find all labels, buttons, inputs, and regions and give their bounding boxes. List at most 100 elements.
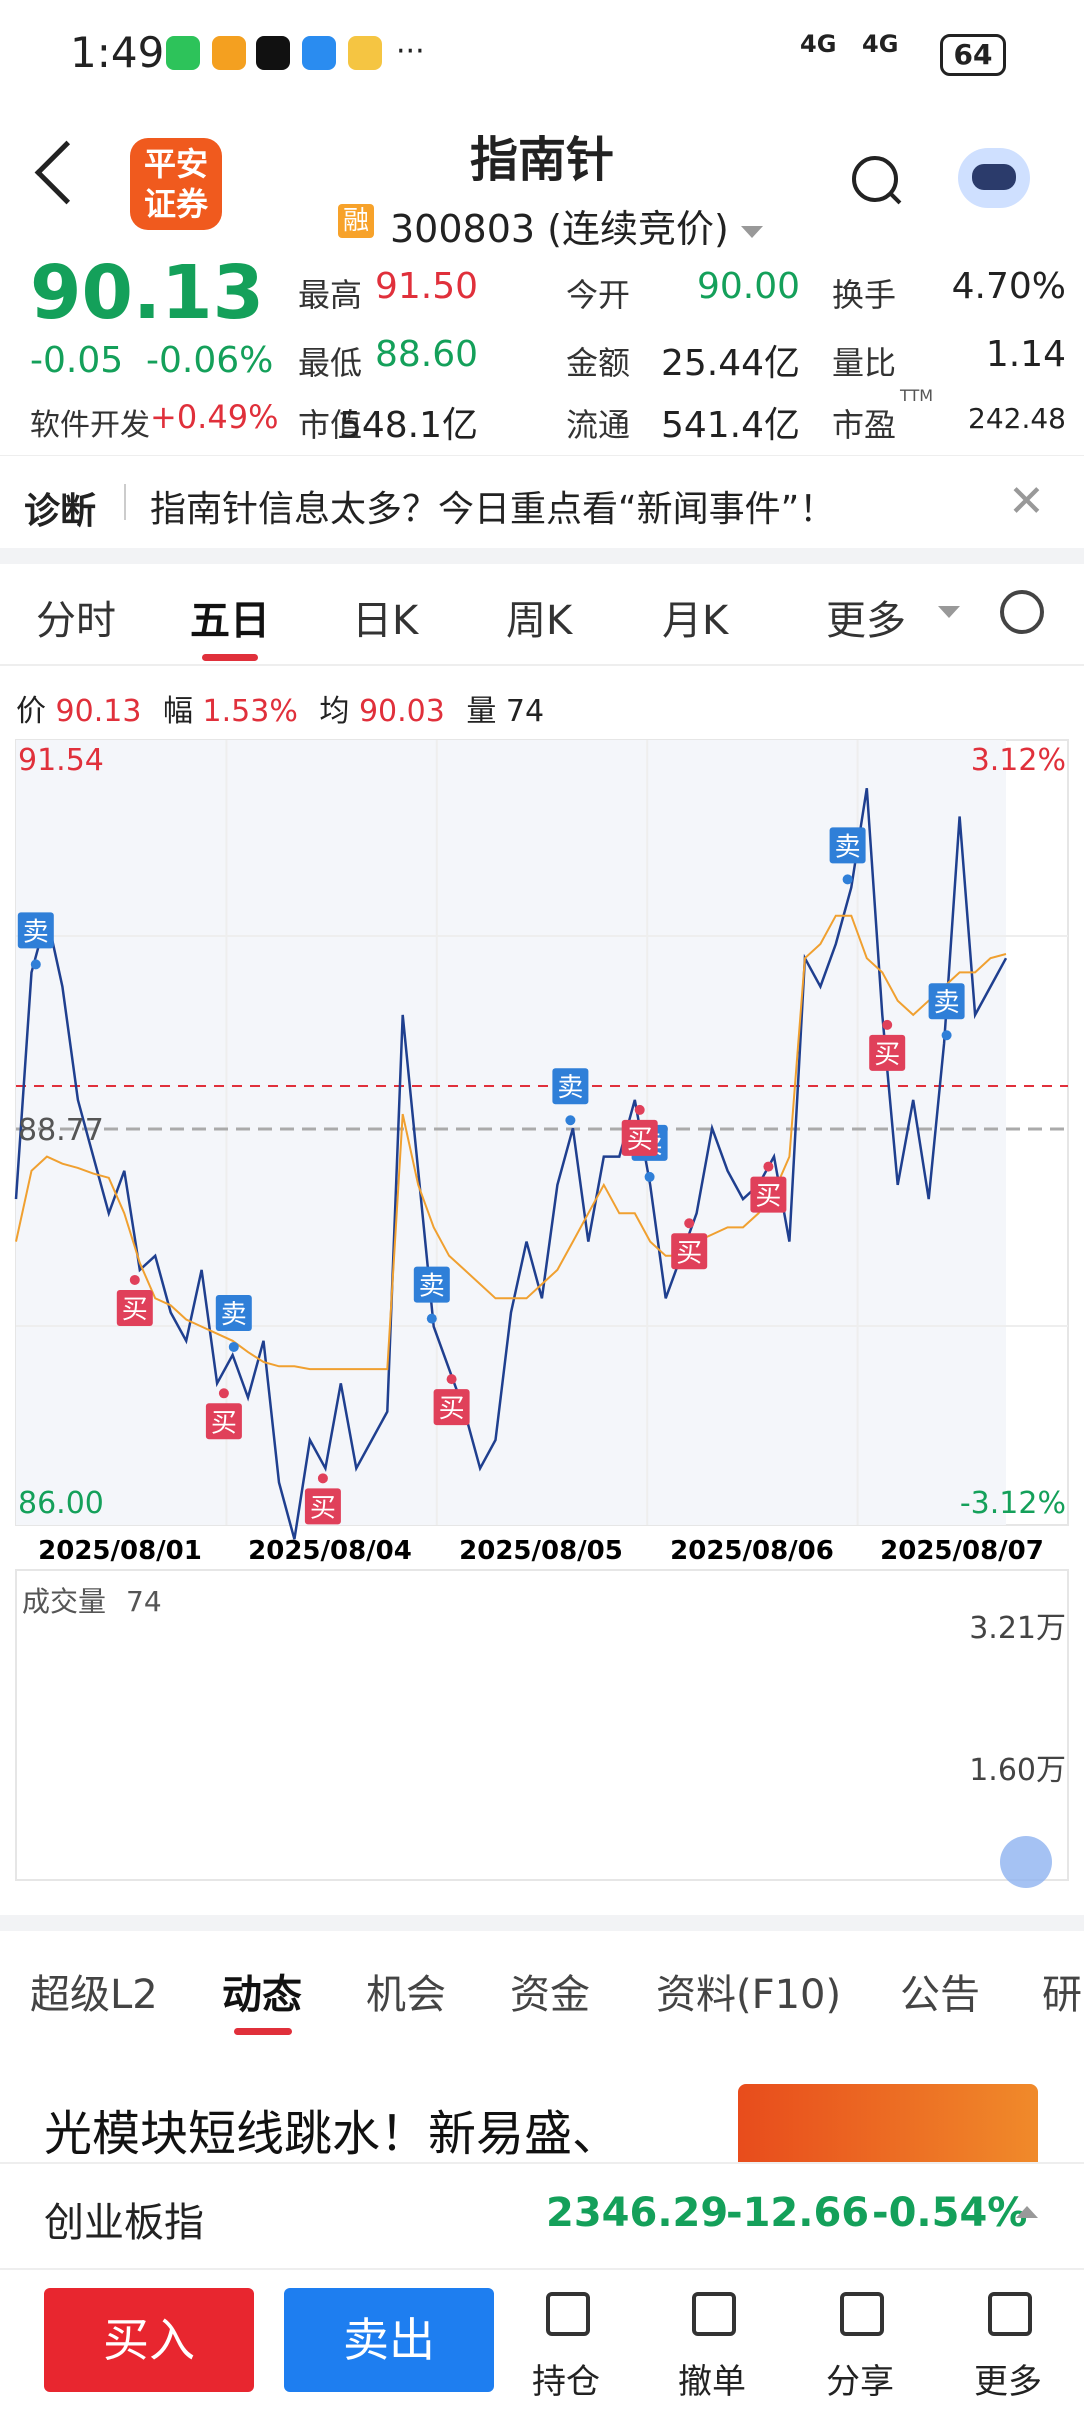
tiktok-icon (256, 36, 290, 70)
sell-marker: 卖 (928, 983, 965, 1041)
section-gap (0, 1915, 1084, 1931)
info-amp-label: 幅 (162, 694, 193, 729)
vol-mid-label: 1.60万 (969, 1753, 1066, 1788)
quote-label: 最低 (298, 344, 363, 382)
quote-label: 最高 (298, 276, 363, 314)
index-change-pct: -0.54% (872, 2190, 1028, 2236)
info-avg: 90.03 (358, 694, 445, 729)
price-line (14, 788, 1008, 1540)
avg-price-line (15, 914, 1007, 1371)
more-menu-icon[interactable] (988, 2292, 1032, 2336)
index-name: 创业板指 (44, 2200, 204, 2246)
y-left-bottom: 86.00 (18, 1486, 104, 1521)
status-time: 1:49 (70, 28, 165, 77)
svg-text:卖: 卖 (934, 988, 960, 1018)
quote-value: 25.44亿 (660, 343, 800, 384)
share-icon[interactable] (840, 2292, 884, 2336)
y-left-mid: 88.77 (18, 1113, 104, 1148)
svg-text:卖: 卖 (419, 1272, 445, 1302)
tab-day-k[interactable]: 日K (352, 598, 419, 644)
buy-marker: 买 (205, 1388, 242, 1440)
diagnosis-banner[interactable] (0, 455, 1084, 546)
vol-max-label: 3.21万 (969, 1611, 1066, 1646)
share-label[interactable]: 分享 (826, 2362, 894, 2402)
svg-text:卖: 卖 (23, 917, 49, 947)
sell-button[interactable]: 卖出 (284, 2288, 494, 2392)
robot-icon[interactable] (958, 148, 1030, 208)
news-thumbnail[interactable] (738, 2084, 1038, 2164)
app-icon (212, 36, 246, 70)
diagnosis-text[interactable]: 指南针信息太多？今日重点看“新闻事件”！ (150, 489, 836, 530)
tab-month-k[interactable]: 月K (662, 598, 729, 644)
tab-research[interactable]: 研 (1042, 1972, 1082, 2018)
info-avg-label: 均 (319, 694, 350, 729)
price-change: -0.05 (30, 340, 124, 381)
tab-more[interactable]: 更多 (826, 598, 906, 644)
price-series (14, 788, 1008, 1540)
tab-f10[interactable]: 资料(F10) (656, 1972, 842, 2018)
news-headline[interactable]: 光模块短线跳水！新易盛、 (44, 2106, 621, 2162)
chart-grid (16, 740, 1068, 1525)
quote-value: 91.50 (374, 266, 478, 307)
tab-dynamics[interactable]: 动态 (222, 1972, 302, 2018)
svg-text:买: 买 (676, 1238, 702, 1268)
y-right-top: 3.12% (971, 743, 1066, 778)
holdings-label[interactable]: 持仓 (532, 2362, 600, 2402)
tab-announcement[interactable]: 公告 (900, 1972, 980, 2018)
more-notifications-icon: ··· (396, 34, 425, 69)
last-price: 90.13 (30, 250, 265, 336)
chevron-down-icon[interactable] (938, 606, 960, 618)
quote-value: 4.70% (951, 266, 1066, 307)
sell-marker: 卖 (829, 827, 866, 885)
svg-text:买: 买 (627, 1125, 653, 1155)
x-label-5: 2025/08/07 (880, 1536, 1044, 1566)
svg-text:买: 买 (874, 1040, 900, 1070)
quote-label: 金额 (566, 344, 631, 382)
divider (124, 484, 126, 520)
status-bar: 1:49 ··· 4G 4G 64 (0, 0, 1084, 110)
intraday-chart[interactable]: 卖买卖买买卖买卖卖买买买卖买卖 91.54 86.00 88.77 3.12% … (0, 730, 1084, 1910)
quote-label: 流通 (566, 406, 631, 444)
sector-change[interactable]: +0.49% (150, 398, 279, 436)
sector-label[interactable]: 软件开发 (30, 408, 150, 443)
svg-text:买: 买 (122, 1295, 148, 1325)
x-label-1: 2025/08/01 (38, 1536, 202, 1566)
buy-marker: 买 (671, 1218, 708, 1270)
stock-code-selector[interactable]: 300803 (连续竞价) (390, 198, 763, 253)
gear-icon[interactable] (1000, 590, 1044, 634)
tab-week-k[interactable]: 周K (506, 598, 573, 644)
sell-marker: 卖 (413, 1266, 450, 1324)
search-icon-handle (888, 191, 902, 205)
index-bar[interactable] (0, 2162, 1084, 2270)
divider (0, 664, 1084, 666)
holdings-icon[interactable] (546, 2292, 590, 2336)
signal-4g-icon: 4G (800, 30, 837, 58)
more-label[interactable]: 更多 (974, 2362, 1042, 2402)
cancel-order-label[interactable]: 撤单 (678, 2362, 746, 2402)
info-amp: 1.53% (202, 694, 298, 729)
svg-text:卖: 卖 (557, 1073, 583, 1103)
cancel-order-icon[interactable] (692, 2292, 736, 2336)
quote-value: 1.14 (985, 334, 1066, 375)
y-left-top: 91.54 (18, 743, 104, 778)
info-vol: 74 (505, 694, 545, 729)
quote-value: 541.4亿 (660, 405, 800, 446)
sell-marker: 卖 (215, 1294, 252, 1352)
diagnosis-label: 诊断 (24, 491, 97, 532)
stock-title: 指南针 (469, 132, 614, 188)
tab-funds[interactable]: 资金 (510, 1972, 590, 2018)
tab-super-l2[interactable]: 超级L2 (30, 1972, 158, 2018)
tab-opportunity[interactable]: 机会 (366, 1972, 446, 2018)
close-icon[interactable]: ✕ (1008, 476, 1045, 527)
tab-five-day[interactable]: 五日 (190, 598, 270, 644)
buy-marker: 买 (869, 1019, 906, 1071)
buy-button[interactable]: 买入 (44, 2288, 254, 2392)
chevron-up-icon[interactable] (1016, 2206, 1038, 2218)
volume-label: 成交量 74 (22, 1580, 162, 1620)
tab-fenshi[interactable]: 分时 (36, 598, 116, 644)
quote-label: 换手 (832, 276, 897, 314)
quote-value: 88.60 (374, 334, 478, 375)
index-value: 2346.29 (546, 2190, 729, 2236)
section-gap (0, 548, 1084, 564)
search-icon[interactable] (852, 156, 898, 202)
